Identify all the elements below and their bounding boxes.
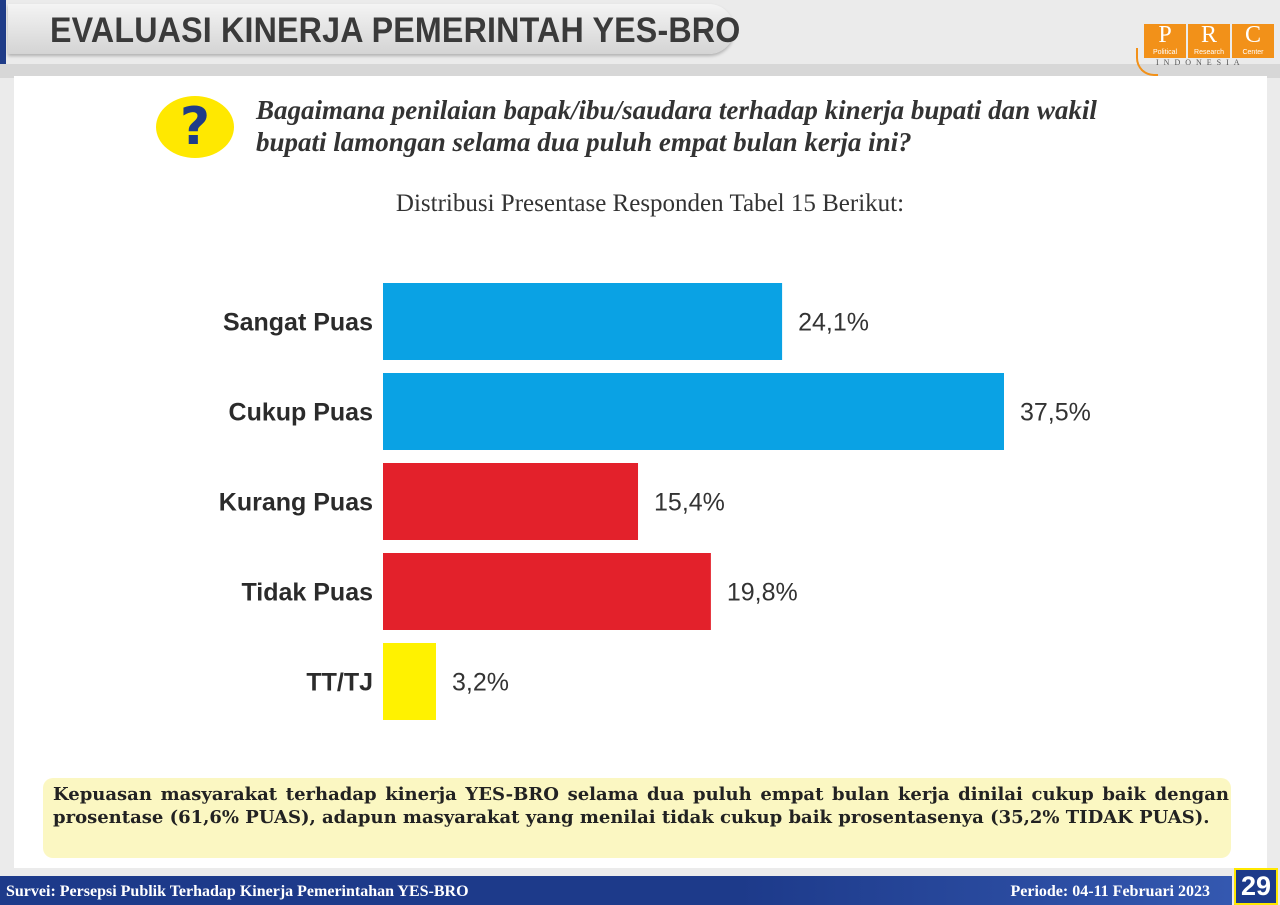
content-panel bbox=[14, 76, 1267, 868]
page-number: 29 bbox=[1234, 868, 1278, 905]
bar-tidak-puas bbox=[383, 553, 711, 630]
footer-survey-title: Survei: Persepsi Publik Terhadap Kinerja… bbox=[6, 883, 469, 900]
category-label: Kurang Puas bbox=[219, 489, 373, 517]
value-label: 3,2% bbox=[452, 669, 509, 697]
footer-period: Periode: 04-11 Februari 2023 bbox=[1010, 883, 1210, 900]
conclusion-text: Kepuasan masyarakat terhadap kinerja YES… bbox=[53, 784, 1229, 828]
logo-word: Political bbox=[1152, 49, 1178, 56]
logo-word: Center bbox=[1242, 49, 1264, 56]
category-label: Cukup Puas bbox=[229, 399, 373, 427]
logo-letter: P bbox=[1158, 22, 1172, 48]
footer-bar bbox=[0, 876, 1232, 905]
category-label: Tidak Puas bbox=[241, 579, 373, 607]
logo-box-r: R Research bbox=[1188, 22, 1230, 58]
logo-letter: R bbox=[1200, 22, 1217, 48]
conclusion-box: Kepuasan masyarakat terhadap kinerja YES… bbox=[43, 778, 1231, 858]
value-label: 37,5% bbox=[1020, 399, 1091, 427]
question-mark-icon: ? bbox=[156, 96, 234, 158]
logo-swoosh-icon bbox=[1136, 48, 1158, 76]
prc-logo: P Political R Research C Center INDONESI… bbox=[1132, 18, 1274, 76]
page-title: EVALUASI KINERJA PEMERINTAH YES-BRO bbox=[50, 11, 741, 50]
bar-cukup-puas bbox=[383, 373, 1004, 450]
bar-sangat-puas bbox=[383, 283, 783, 360]
value-label: 24,1% bbox=[798, 309, 869, 337]
logo-subtitle: INDONESIA bbox=[1156, 58, 1245, 67]
category-label: Sangat Puas bbox=[223, 309, 373, 337]
value-label: 15,4% bbox=[654, 489, 725, 517]
chart-subtitle: Distribusi Presentase Responden Tabel 15… bbox=[395, 190, 905, 217]
header-shadow-band bbox=[0, 64, 1280, 78]
value-label: 19,8% bbox=[727, 579, 798, 607]
survey-question: Bagaimana penilaian bapak/ibu/saudara te… bbox=[256, 95, 1097, 157]
logo-box-c: C Center bbox=[1232, 22, 1274, 58]
title-bar: EVALUASI KINERJA PEMERINTAH YES-BRO bbox=[8, 4, 740, 54]
bar-chart: Sangat Puas 24,1% Cukup Puas 37,5% Kurang Pu… bbox=[219, 283, 1091, 720]
bar-kurang-puas bbox=[383, 463, 639, 540]
left-accent-bar bbox=[0, 0, 6, 64]
bar-tt-tj bbox=[383, 643, 436, 720]
logo-word: Research bbox=[1194, 49, 1224, 56]
category-label: TT/TJ bbox=[306, 669, 373, 697]
logo-letter: C bbox=[1244, 22, 1261, 48]
